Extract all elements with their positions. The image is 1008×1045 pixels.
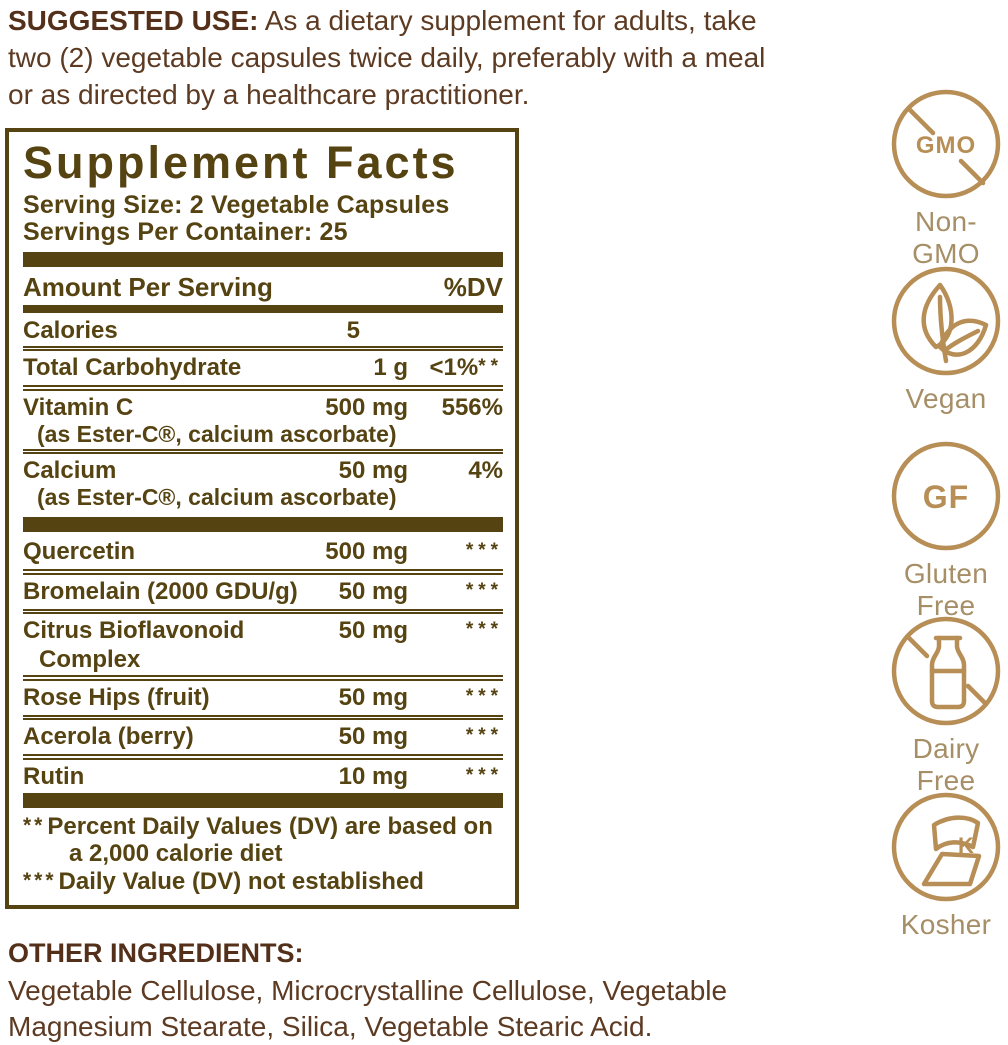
servings-per-container: Servings Per Container: 25 — [23, 218, 348, 246]
divider-bar-medium — [23, 305, 503, 313]
badge-non-gmo: GMO Non-GMO — [884, 88, 1008, 270]
table-row-citrus-bioflavonoid: Citrus Bioflavonoid 50 mg *** — [23, 615, 503, 647]
row-divider — [23, 754, 503, 760]
row-divider — [23, 385, 503, 391]
row-amount: 50 mg — [338, 683, 408, 711]
row-divider — [23, 675, 503, 681]
row-name: Rose Hips (fruit) — [23, 683, 210, 711]
row-amount: 5 — [346, 316, 360, 344]
footnote-text: Percent Daily Values (DV) are based on a… — [47, 813, 493, 867]
table-row-rutin: Rutin 10 mg *** — [23, 761, 503, 793]
row-amount: 10 mg — [338, 762, 408, 790]
row-dv: *** — [465, 619, 503, 641]
gf-circle-icon: GF — [891, 441, 1001, 551]
row-dv — [408, 317, 503, 344]
row-name: Vitamin C — [23, 393, 134, 421]
row-name: Bromelain (2000 GDU/g) — [23, 577, 298, 605]
footnote-percent-dv: **Percent Daily Values (DV) are based on… — [23, 812, 503, 867]
badge-dairy-free: Dairy Free — [884, 615, 1008, 797]
footnote-stars: *** — [23, 869, 57, 892]
footnote-text: Daily Value (DV) not established — [58, 868, 424, 895]
svg-text:GMO: GMO — [916, 132, 976, 159]
table-row-quercetin: Quercetin 500 mg *** — [23, 536, 503, 568]
row-dv: *** — [465, 579, 503, 601]
badge-label: Vegan — [905, 383, 987, 414]
row-dv: <1%** — [429, 354, 503, 382]
row-amount: 500 mg — [325, 393, 408, 421]
other-ingredients-label: OTHER INGREDIENTS: — [8, 938, 304, 968]
row-amount: 50 mg — [338, 723, 408, 751]
row-name: Total Carbohydrate — [23, 354, 242, 382]
suggested-use-paragraph: SUGGESTED USE: As a dietary supplement f… — [8, 2, 794, 113]
badge-label: Dairy Free — [912, 733, 980, 796]
svg-text:K: K — [958, 833, 974, 858]
svg-text:GF: GF — [923, 479, 969, 515]
gmo-crossed-icon: GMO — [891, 89, 1001, 199]
leaves-icon — [891, 266, 1001, 376]
table-row-calcium: Calcium 50 mg 4% — [23, 455, 503, 485]
row-divider — [23, 608, 503, 615]
badge-kosher: K Kosher — [884, 791, 1008, 941]
table-row-vitamin-c: Vitamin C 500 mg 556% — [23, 392, 503, 422]
percent-dv-header: %DV — [443, 272, 503, 303]
table-row-acerola: Acerola (berry) 50 mg *** — [23, 721, 503, 753]
amount-per-serving-header: Amount Per Serving — [23, 272, 273, 303]
kosher-k-icon: K — [891, 792, 1001, 902]
table-row-total-carbohydrate: Total Carbohydrate 1 g <1%** — [23, 352, 503, 384]
supplement-facts-panel: Supplement Facts Serving Size: 2 Vegetab… — [5, 128, 519, 909]
row-subtext-calcium: (as Ester-C®, calcium ascorbate) — [37, 484, 397, 510]
row-dv: *** — [465, 764, 503, 786]
certification-badges: GMO Non-GMO Vegan GF Gluten Free Dairy — [884, 85, 1008, 955]
row-name: Citrus Bioflavonoid — [23, 617, 245, 645]
serving-size: Serving Size: 2 Vegetable Capsules — [23, 191, 450, 219]
row-divider — [23, 569, 503, 575]
row-name: Quercetin — [23, 538, 136, 566]
table-header-row: Amount Per Serving %DV — [23, 271, 503, 303]
row-amount: 50 mg — [338, 617, 408, 645]
row-name: Calcium — [23, 457, 117, 484]
row-name: Rutin — [23, 762, 85, 790]
row-name: Calories — [23, 316, 118, 344]
row-name-second-line: Complex — [39, 646, 141, 674]
table-row-calories: Calories 5 — [23, 315, 503, 345]
suggested-use-label: SUGGESTED USE: — [8, 5, 259, 36]
row-dv: 556% — [441, 393, 503, 421]
row-amount: 50 mg — [338, 457, 408, 484]
row-dv: *** — [465, 540, 503, 562]
row-divider — [23, 714, 503, 721]
footnote-dv-not-established: ***Daily Value (DV) not established — [23, 867, 503, 895]
row-divider — [23, 448, 503, 454]
milk-bottle-crossed-icon — [891, 616, 1001, 726]
footnote-stars: ** — [23, 814, 46, 837]
divider-bar-thick — [23, 252, 503, 268]
row-divider — [23, 345, 503, 352]
row-amount: 50 mg — [338, 577, 408, 605]
badge-gluten-free: GF Gluten Free — [884, 440, 1008, 622]
panel-title: Supplement Facts — [23, 137, 459, 188]
other-ingredients-section: OTHER INGREDIENTS: Vegetable Cellulose, … — [8, 938, 758, 1045]
row-name: Acerola (berry) — [23, 723, 194, 751]
row-amount: 1 g — [373, 354, 408, 382]
row-dv: *** — [465, 685, 503, 707]
divider-bar-thick — [23, 792, 503, 808]
badge-label: Kosher — [900, 909, 992, 940]
row-dv: 4% — [468, 457, 503, 484]
badge-vegan: Vegan — [884, 265, 1008, 415]
divider-bar-thick — [23, 517, 503, 533]
suggested-use-text: As a dietary supplement for adults, take… — [8, 5, 766, 110]
row-dv: *** — [465, 725, 503, 747]
row-subtext-vitamin-c: (as Ester-C®, calcium ascorbate) — [37, 420, 397, 447]
badge-label: Non-GMO — [912, 206, 980, 269]
badge-label: Gluten Free — [903, 558, 989, 621]
table-row-rose-hips: Rose Hips (fruit) 50 mg *** — [23, 682, 503, 714]
other-ingredients-text: Vegetable Cellulose, Microcrystalline Ce… — [8, 975, 728, 1042]
row-amount: 500 mg — [325, 538, 408, 566]
table-row-bromelain: Bromelain (2000 GDU/g) 50 mg *** — [23, 576, 503, 608]
